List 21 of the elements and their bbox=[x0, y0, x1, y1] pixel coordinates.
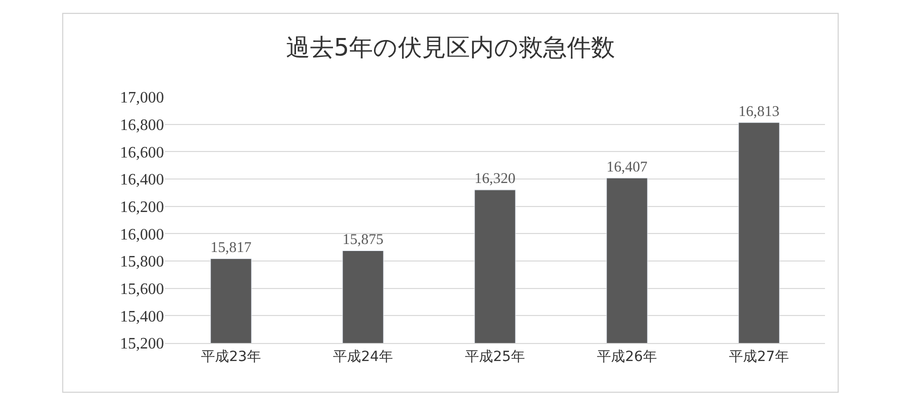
y-tick-label: 15,600 bbox=[120, 280, 164, 298]
y-tick-label: 17,000 bbox=[120, 90, 164, 107]
x-tick-label: 平成24年 bbox=[333, 348, 393, 365]
y-tick-label: 16,800 bbox=[120, 116, 164, 134]
y-tick-label: 15,800 bbox=[120, 254, 164, 271]
data-label: 16,407 bbox=[606, 159, 648, 176]
y-tick-label: 15,400 bbox=[120, 308, 164, 326]
y-tick-label: 16,400 bbox=[120, 172, 164, 189]
data-label: 15,817 bbox=[210, 240, 252, 256]
x-tick-label: 平成27年 bbox=[729, 348, 789, 365]
y-tick-label: 16,600 bbox=[120, 144, 164, 162]
data-label: 16,813 bbox=[738, 104, 780, 120]
y-tick-label: 16,200 bbox=[120, 198, 164, 216]
data-label: 16,320 bbox=[474, 171, 516, 188]
x-tick-label: 平成23年 bbox=[201, 348, 261, 365]
x-tick-label: 平成25年 bbox=[465, 348, 525, 365]
x-tick-label: 平成26年 bbox=[597, 348, 657, 365]
data-label: 15,875 bbox=[342, 232, 384, 248]
y-tick-label: 16,000 bbox=[120, 226, 164, 244]
y-tick-label: 15,200 bbox=[120, 336, 164, 353]
chart-title: 過去5年の伏見区内の救急件数 bbox=[286, 34, 616, 62]
